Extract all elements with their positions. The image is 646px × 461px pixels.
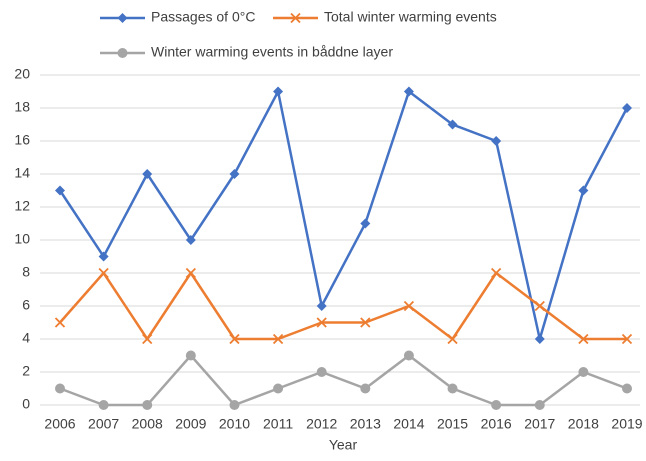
legend-label: Total winter warming events — [324, 9, 497, 25]
x-tick-label: 2012 — [306, 416, 337, 432]
series-line — [59, 354, 628, 407]
point-marker — [229, 333, 240, 345]
point-marker — [316, 301, 327, 311]
point-marker — [447, 333, 458, 345]
legend-marker — [290, 12, 301, 24]
x-tick-label: 2018 — [568, 416, 599, 432]
point-marker — [534, 334, 545, 344]
point-marker — [142, 169, 153, 179]
point-marker — [447, 383, 458, 394]
x-tick-label: 2011 — [263, 416, 293, 432]
point-marker — [185, 235, 196, 245]
point-marker — [316, 317, 327, 328]
point-marker — [403, 300, 415, 312]
series-line — [59, 271, 627, 341]
point-marker — [403, 350, 414, 361]
legend-label: Passages of 0°C — [151, 9, 255, 25]
y-tick-label: 4 — [22, 330, 30, 346]
point-marker — [316, 367, 327, 377]
point-marker — [578, 333, 589, 345]
point-marker — [55, 383, 65, 394]
point-marker — [273, 86, 284, 97]
point-marker — [360, 383, 371, 394]
point-marker — [142, 400, 153, 410]
y-tick-label: 0 — [22, 396, 30, 412]
x-axis-title: Year — [329, 437, 358, 453]
point-marker — [185, 350, 196, 361]
legend-marker — [117, 48, 128, 58]
x-tick-label: 2017 — [524, 416, 555, 432]
x-tick-label: 2006 — [44, 416, 75, 432]
point-marker — [491, 136, 502, 146]
x-tick-label: 2008 — [132, 416, 163, 432]
x-tick-label: 2013 — [350, 416, 381, 432]
point-marker — [142, 333, 153, 345]
point-marker — [534, 400, 545, 410]
y-tick-label: 12 — [14, 198, 30, 214]
point-marker — [360, 218, 371, 229]
y-tick-label: 20 — [14, 66, 30, 82]
point-marker — [534, 300, 545, 312]
x-tick-label: 2019 — [611, 416, 642, 432]
point-marker — [98, 400, 109, 410]
y-tick-label: 8 — [22, 264, 30, 280]
point-marker — [229, 169, 240, 179]
point-marker — [272, 333, 284, 345]
point-marker — [55, 185, 65, 196]
legend-label: Winter warming events in båddne layer — [151, 44, 393, 60]
y-tick-label: 10 — [14, 231, 30, 247]
point-marker — [403, 86, 414, 97]
point-marker — [622, 383, 632, 394]
y-tick-label: 18 — [14, 99, 30, 115]
point-marker — [621, 333, 633, 345]
point-marker — [98, 251, 109, 262]
x-tick-label: 2010 — [219, 416, 250, 432]
point-marker — [447, 119, 458, 130]
point-marker — [578, 367, 589, 377]
legend-marker — [117, 13, 128, 23]
point-marker — [578, 185, 589, 196]
y-tick-label: 2 — [22, 363, 30, 379]
point-marker — [491, 267, 502, 279]
series-line — [58, 90, 629, 341]
point-marker — [185, 267, 196, 279]
x-tick-label: 2007 — [88, 416, 119, 432]
point-marker — [360, 317, 371, 328]
point-marker — [229, 400, 240, 410]
point-marker — [273, 383, 284, 394]
x-tick-label: 2016 — [481, 416, 512, 432]
x-tick-label: 2009 — [175, 416, 206, 432]
x-tick-label: 2015 — [437, 416, 468, 432]
y-tick-label: 14 — [14, 165, 30, 181]
y-tick-label: 16 — [14, 132, 30, 148]
point-marker — [98, 267, 109, 279]
x-tick-label: 2014 — [393, 416, 424, 432]
point-marker — [491, 400, 502, 410]
point-marker — [622, 103, 632, 113]
point-marker — [54, 317, 66, 328]
y-tick-label: 6 — [22, 297, 30, 313]
